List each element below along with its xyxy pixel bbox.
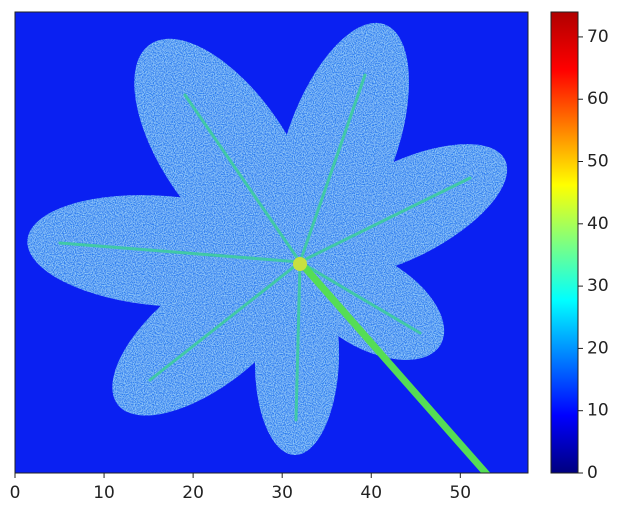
x-tick-label: 50 — [449, 483, 471, 503]
leaf-center — [293, 257, 307, 271]
colorbar-tick-label: 30 — [587, 276, 609, 296]
colorbar-tick-label: 50 — [587, 152, 609, 172]
x-tick-label: 0 — [10, 483, 21, 503]
colorbar-tick-label: 20 — [587, 338, 609, 358]
colorbar-tick-label: 0 — [587, 463, 598, 483]
chart: 0 10 20 30 40 50 0 10 20 30 40 50 60 70 — [0, 0, 627, 513]
colorbar — [551, 12, 578, 473]
colorbar-tick-label: 10 — [587, 401, 609, 421]
x-tick-label: 40 — [360, 483, 382, 503]
x-tick-label: 30 — [271, 483, 293, 503]
x-tick-label: 10 — [93, 483, 115, 503]
colorbar-tick-label: 40 — [587, 214, 609, 234]
colorbar-tick-label: 70 — [587, 27, 609, 47]
colorbar-tick-label: 60 — [587, 89, 609, 109]
x-tick-label: 20 — [182, 483, 204, 503]
